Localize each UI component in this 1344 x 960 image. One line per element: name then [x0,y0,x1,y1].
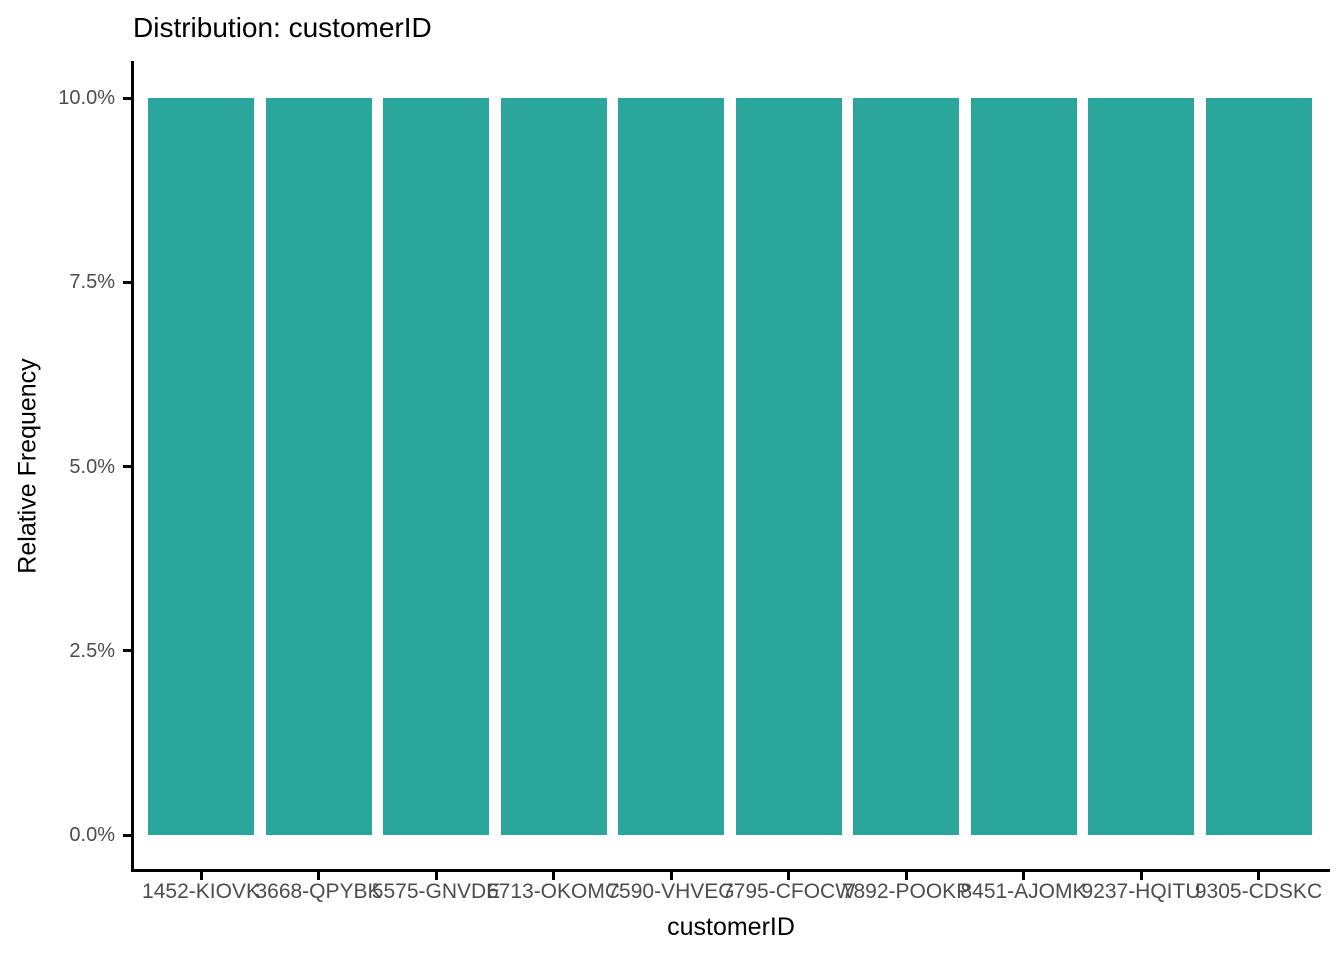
y-axis-line [131,61,134,872]
bar [383,98,489,835]
bar [265,98,372,835]
x-axis-line [131,869,1330,872]
bar [1088,98,1194,835]
x-tick-label: 9305-CDSKC [1194,880,1323,903]
x-tick [787,872,790,880]
y-tick-label: 0.0% [69,824,115,846]
y-tick [123,649,131,653]
x-tick [199,872,203,880]
bar [970,98,1077,835]
y-tick [123,280,131,284]
y-tick-label: 7.5% [69,271,115,294]
y-tick [123,833,131,837]
chart-title: Distribution: customerID [133,12,432,43]
x-tick [434,872,438,880]
x-tick-label: 3668-QPYBK [255,880,382,903]
x-tick [1257,872,1260,880]
bar [1205,98,1312,835]
x-tick-label: 9237-HQITU [1081,880,1201,903]
x-tick-label: 5575-GNVDE [371,880,501,903]
y-tick-label: 2.5% [69,639,115,662]
bar [148,98,254,835]
x-tick-label: 1452-KIOVK [142,880,260,903]
bar [735,98,842,835]
y-tick [123,465,131,468]
x-tick [669,872,673,880]
y-tick-label: 10.0% [58,87,115,109]
x-tick [904,872,908,880]
x-tick [552,872,555,880]
x-tick [1022,872,1025,880]
x-tick-label: 6713-OKOMC [486,880,621,903]
y-tick [123,96,131,100]
x-tick [317,872,320,880]
bar [618,98,724,835]
x-tick [1139,872,1143,880]
y-axis-title: Relative Frequency [13,358,42,574]
bar [853,98,959,835]
bar [500,98,607,835]
x-tick-label: 7590-VHVEG [607,880,735,903]
x-tick-label: 8451-AJOMK [960,880,1087,903]
y-tick-label: 5.0% [69,455,115,478]
x-tick-label: 7795-CFOCW [721,880,856,903]
x-tick-label: 7892-POOKP [841,880,971,903]
x-axis-title: customerID [667,913,795,941]
